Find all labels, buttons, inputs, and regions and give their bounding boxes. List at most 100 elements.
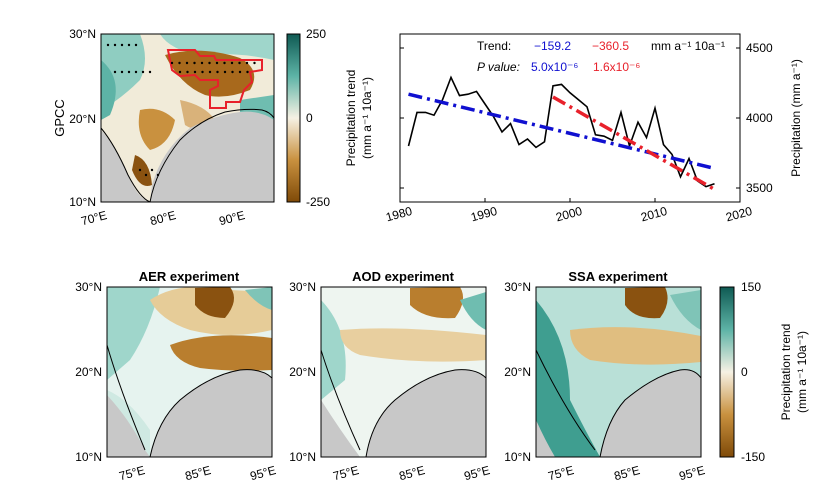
significance-dot — [178, 61, 181, 65]
gpcc-row-label: GPCC — [52, 99, 67, 137]
significance-dot — [245, 61, 249, 65]
gpcc-ytick-20: 20°N — [69, 112, 96, 126]
significance-dot — [127, 43, 131, 47]
aer-xtick-85: 85°E — [184, 463, 213, 483]
legend-p-blue-value: 5.0x10⁻⁶ — [531, 60, 578, 74]
significance-dot — [113, 43, 117, 47]
significance-dot — [201, 70, 204, 74]
gpcc-colorbar-label-line1: Precipitation trend — [344, 70, 358, 167]
ssa-teal-patch-west — [536, 300, 600, 457]
timeseries-xticks: 1980 1990 2000 2010 2020 — [384, 198, 754, 224]
aod-map-panel: AOD experiment 30°N 20°N 10°N 75°E 85°E … — [289, 269, 491, 483]
ssa-ytick-10: 10°N — [504, 450, 531, 464]
significance-dot — [193, 70, 197, 74]
aod-ocean-mask — [366, 369, 486, 457]
significance-dot — [223, 70, 227, 74]
aod-ytick-10: 10°N — [289, 450, 316, 464]
significance-dot — [223, 61, 226, 65]
significance-dot — [127, 70, 131, 74]
ssa-title: SSA experiment — [568, 269, 668, 284]
gpcc-ytick-30: 30°N — [69, 27, 96, 41]
aod-teal-patch-west — [321, 300, 346, 400]
aod-brown-patch-band — [340, 328, 486, 362]
significance-dot — [144, 173, 148, 177]
ssa-brown-patch-north — [625, 287, 668, 319]
gpcc-colorbar-tick-zero: 0 — [306, 111, 313, 125]
timeseries-xtick-2010: 2010 — [639, 204, 669, 225]
significance-dot — [120, 43, 124, 47]
gpcc-colorbar-tick-max: 250 — [306, 27, 326, 41]
aer-title: AER experiment — [139, 269, 240, 284]
aer-ytick-10: 10°N — [75, 450, 102, 464]
aod-arabian-sea-mask — [321, 400, 360, 457]
ssa-coastline — [535, 349, 702, 458]
significance-dot — [148, 70, 152, 74]
significance-dot — [216, 70, 219, 74]
bottom-colorbar — [719, 286, 735, 458]
ssa-xtick-85: 85°E — [613, 463, 642, 483]
aod-map-frame — [320, 286, 487, 458]
bottom-colorbar-label-line2: (mm a⁻¹ 10a⁻¹) — [795, 331, 809, 413]
aod-xtick-95: 95°E — [463, 463, 492, 483]
gpcc-ocean-mask — [150, 111, 274, 202]
gpcc-study-region-outline — [166, 49, 263, 109]
timeseries-panel: 1980 1990 2000 2010 2020 3500 4000 4500 Trend:… — [384, 33, 803, 224]
gpcc-colorbar-tick-min: -250 — [306, 195, 330, 209]
timeseries-frame — [399, 33, 741, 203]
legend-p-red-value: 1.6x10⁻⁶ — [593, 60, 640, 74]
aer-teal-patch-west — [107, 287, 160, 380]
gpcc-brown-patch-central — [138, 108, 175, 150]
significance-dot — [231, 70, 234, 74]
ssa-map-frame — [535, 286, 702, 458]
gpcc-ytick-10: 10°N — [69, 195, 96, 209]
aod-xtick-75: 75°E — [332, 463, 361, 483]
aod-teal-patch-northeast — [460, 292, 486, 330]
aer-coastline — [106, 344, 273, 458]
gpcc-arabian-sea-mask — [101, 130, 150, 202]
bottom-colorbar-tick-min: -150 — [741, 450, 765, 464]
significance-dot — [106, 43, 110, 47]
significance-dot — [238, 70, 242, 74]
trend-line-1981-2017 — [408, 92, 715, 171]
significance-dot — [208, 70, 212, 74]
timeseries-ylabel: Precipitation (mm a⁻¹) — [789, 59, 803, 177]
aer-brown-patch-core — [195, 287, 234, 318]
aer-brown-patch-central — [170, 335, 272, 371]
aod-ytick-30: 30°N — [289, 280, 316, 294]
aer-map-frame — [106, 286, 273, 458]
gpcc-teal-patch-north — [160, 34, 274, 60]
significance-dot — [230, 61, 234, 65]
gpcc-map-panel: 30°N 20°N 10°N 70°E 80°E 90°E GPCC 250 0… — [52, 27, 374, 228]
timeseries-yticks: 3500 4000 4500 — [400, 41, 773, 195]
legend-p-label: P value: — [477, 60, 520, 74]
legend-trend-red-value: −360.5 — [592, 39, 629, 53]
gpcc-colorbar — [286, 33, 301, 203]
significance-dot — [215, 61, 219, 65]
ssa-ytick-20: 20°N — [504, 365, 531, 379]
ssa-map-panel: SSA experiment 30°N 20°N 10°N 75°E 85°E … — [504, 269, 809, 483]
aod-title: AOD experiment — [352, 269, 455, 284]
aer-arabian-sea-mask — [107, 395, 150, 457]
bottom-colorbar-tick-max: 150 — [741, 280, 761, 294]
ssa-arabian-sea-mask — [536, 420, 555, 457]
significance-dot — [134, 43, 138, 47]
significance-dot — [185, 61, 189, 65]
ssa-ytick-30: 30°N — [504, 280, 531, 294]
significance-dot — [156, 173, 160, 177]
aer-ytick-20: 20°N — [75, 365, 102, 379]
timeseries-ytick-4500: 4500 — [746, 41, 773, 55]
aod-ytick-20: 20°N — [289, 365, 316, 379]
gpcc-teal-patch-west — [101, 60, 116, 120]
precipitation-series-line — [407, 75, 715, 188]
trend-line-1998-2017 — [552, 95, 716, 191]
aer-map-panel: AER experiment 30°N 20°N 10°N 75°E 85°E … — [75, 269, 277, 483]
gpcc-coastline — [100, 108, 275, 203]
ssa-brown-patch-band — [570, 327, 701, 365]
legend-trend-blue-value: −159.2 — [534, 39, 571, 53]
gpcc-xtick-90: 90°E — [218, 208, 247, 228]
gpcc-xtick-80: 80°E — [149, 208, 178, 228]
aod-xtick-85: 85°E — [398, 463, 427, 483]
aer-teal-patch-northeast — [245, 287, 272, 310]
ssa-teal-patch-northeast — [670, 290, 701, 330]
significance-dot — [150, 168, 154, 172]
